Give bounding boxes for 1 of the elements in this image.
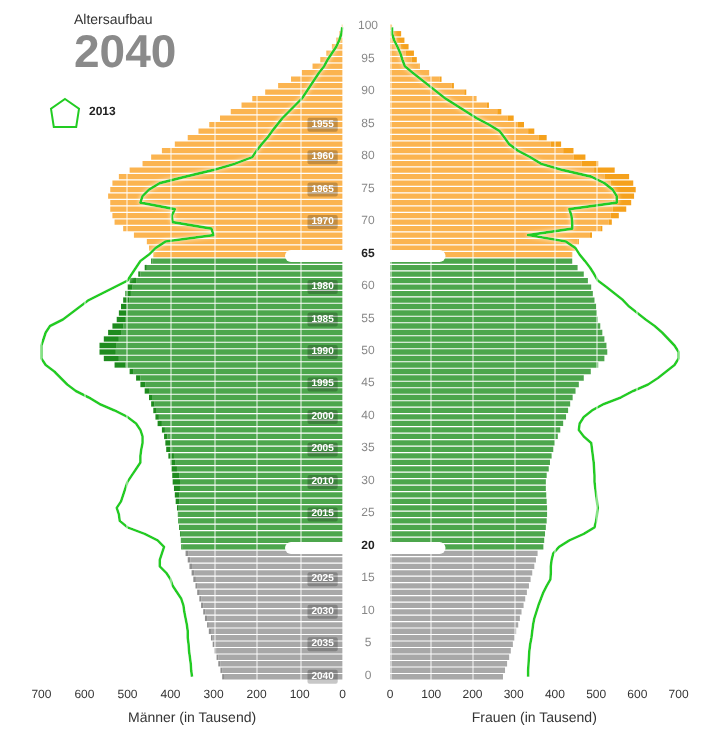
chart-subtitle: 2040 [74,25,177,77]
